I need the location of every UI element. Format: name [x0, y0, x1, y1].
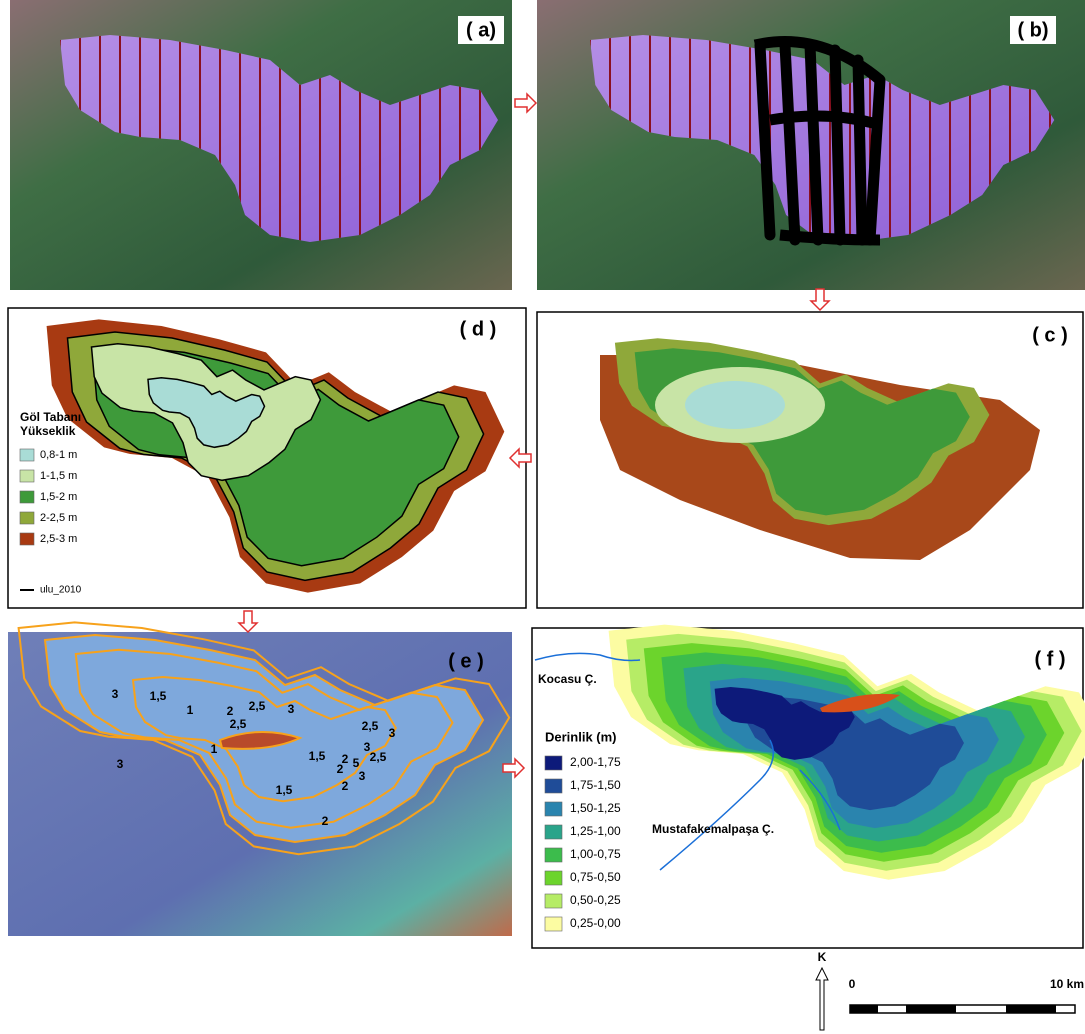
- legend-label: 2,00-1,75: [570, 755, 621, 769]
- legend-swatch: [545, 825, 562, 839]
- flow-arrow: [515, 94, 536, 112]
- flow-arrow: [811, 289, 829, 310]
- legend-swatch: [545, 894, 562, 908]
- contour-label: 2: [337, 762, 344, 776]
- legend-swatch: [545, 756, 562, 770]
- legend-swatch: [20, 512, 34, 524]
- contour-label: 1: [187, 703, 194, 717]
- contour-label: 5: [353, 756, 360, 770]
- contour-label: 2,5: [230, 717, 247, 731]
- legend-label: 0,75-0,50: [570, 870, 621, 884]
- panel-label: ( f ): [1034, 648, 1065, 670]
- panel-label: ( e ): [448, 650, 484, 672]
- contour-label: 3: [389, 726, 396, 740]
- legend-swatch: [20, 449, 34, 461]
- legend-swatch: [20, 491, 34, 503]
- legend-label: 0,50-0,25: [570, 893, 621, 907]
- legend-label: 1,75-1,50: [570, 778, 621, 792]
- legend-title: Derinlik (m): [545, 729, 617, 744]
- north-label: K: [818, 950, 827, 964]
- legend-title: Göl Tabanı: [20, 410, 81, 424]
- scale-segment: [850, 1005, 878, 1013]
- legend-swatch: [545, 779, 562, 793]
- legend-label: 2,5-3 m: [40, 533, 77, 545]
- figure: ( a) ( b) Göl TabanıYükseklik 0,8-1 m 1-1,5 …: [0, 0, 1085, 1034]
- scale-label: 0: [849, 977, 856, 991]
- panel-label: ( b): [1017, 19, 1048, 41]
- contour-label: 3: [359, 769, 366, 783]
- contour-label: 2: [227, 704, 234, 718]
- contour-label: 1,5: [309, 749, 326, 763]
- contour-label: 3: [117, 757, 124, 771]
- contour-label: 2: [322, 814, 329, 828]
- contour-label: 2,5: [362, 719, 379, 733]
- legend-label: 1,25-1,00: [570, 824, 621, 838]
- contour-label: 1,5: [150, 689, 167, 703]
- survey-track: [858, 60, 862, 240]
- legend-swatch: [545, 802, 562, 816]
- legend-title: Yükseklik: [20, 424, 76, 438]
- contour-label: 2: [342, 779, 349, 793]
- legend-swatch: [545, 848, 562, 862]
- legend-swatch: [545, 917, 562, 931]
- scale-segment: [906, 1005, 956, 1013]
- panel-label: ( d ): [460, 318, 497, 340]
- contour-label: 3: [112, 687, 119, 701]
- river-label: Kocasu Ç.: [538, 672, 597, 686]
- legend-label: 1,50-1,25: [570, 801, 621, 815]
- legend-label: 2-2,5 m: [40, 512, 77, 524]
- legend-swatch: [20, 533, 34, 545]
- river-label: Mustafakemalpaşa Ç.: [652, 822, 774, 836]
- contour-label: 2,5: [370, 750, 387, 764]
- contour-label: 1: [211, 742, 218, 756]
- flow-arrow: [239, 611, 257, 632]
- contour-label: 2,5: [249, 699, 266, 713]
- elevation-zone: [685, 381, 785, 429]
- legend-label: ulu_2010: [40, 585, 82, 596]
- panel-label: ( a): [466, 19, 496, 41]
- contour-label: 1,5: [276, 783, 293, 797]
- panel-label: ( c ): [1032, 324, 1068, 346]
- legend-label: 0,8-1 m: [40, 449, 77, 461]
- legend-label: 1,00-0,75: [570, 847, 621, 861]
- legend-label: 1,5-2 m: [40, 491, 77, 503]
- scale-label: 10 km: [1050, 977, 1084, 991]
- contour-label: 3: [288, 702, 295, 716]
- legend-label: 1-1,5 m: [40, 470, 77, 482]
- legend-swatch: [545, 871, 562, 885]
- legend-label: 0,25-0,00: [570, 916, 621, 930]
- scale-segment: [1006, 1005, 1056, 1013]
- legend-swatch: [20, 470, 34, 482]
- north-arrow: [816, 968, 828, 1030]
- survey-track: [835, 50, 840, 240]
